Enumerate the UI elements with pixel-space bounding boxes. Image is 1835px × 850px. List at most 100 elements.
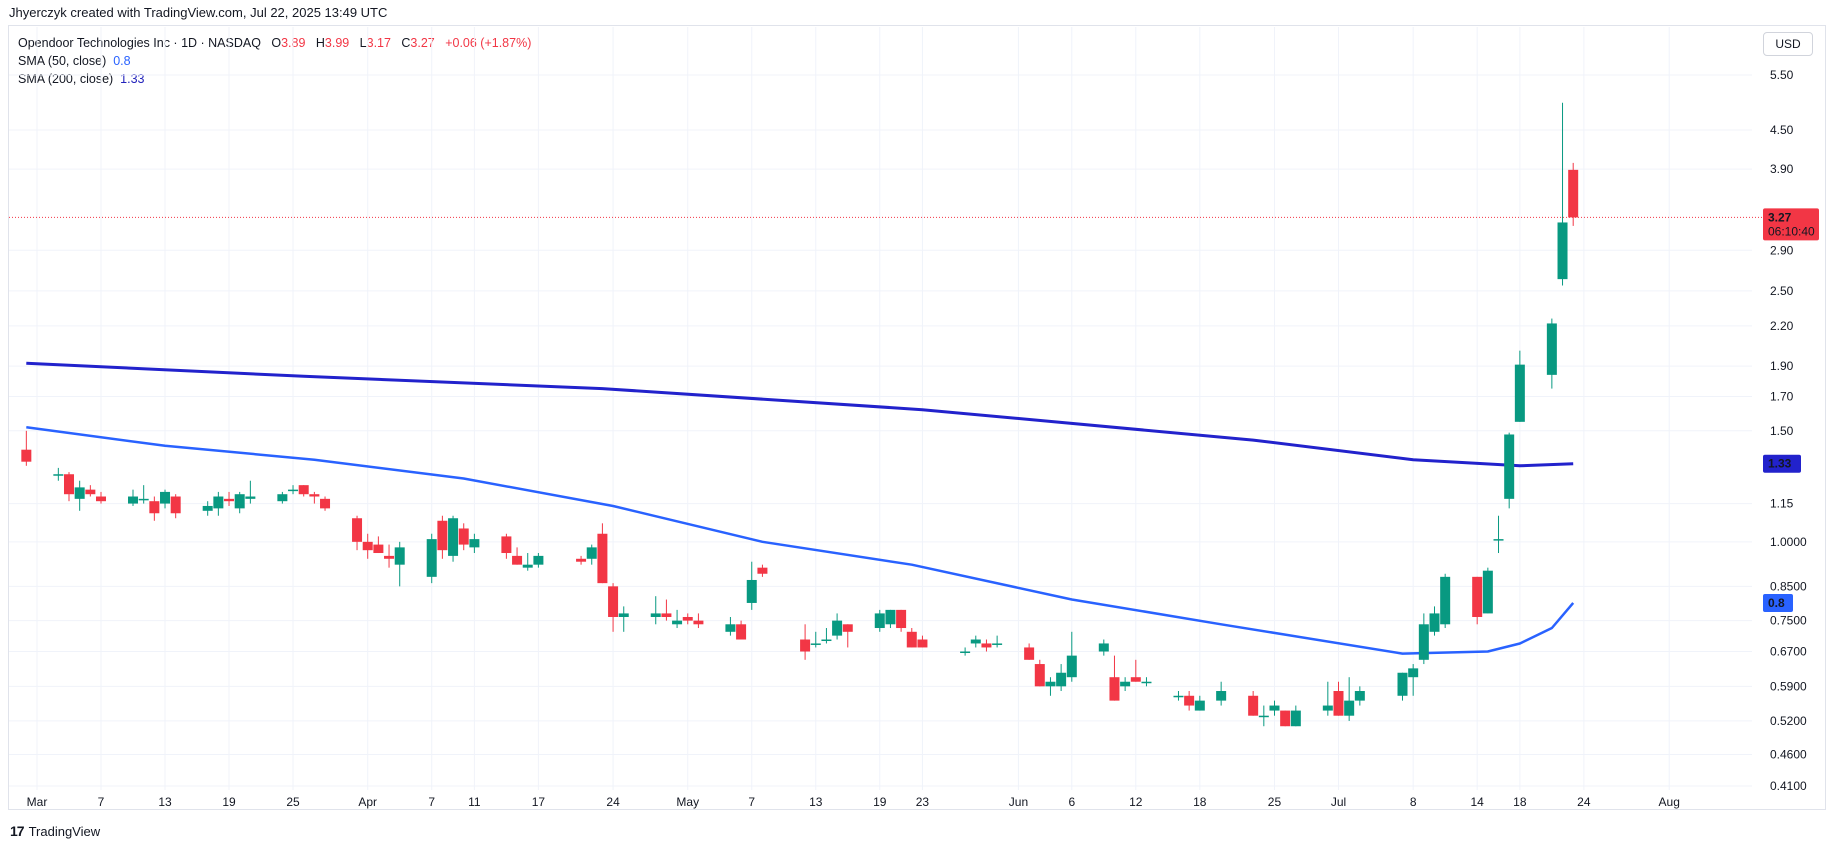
low-value: 3.17 <box>366 36 391 50</box>
x-tick-label: 12 <box>1129 795 1143 809</box>
candle-down <box>1248 695 1259 716</box>
sma200-line <box>26 361 1574 468</box>
x-tick-label: 19 <box>222 795 236 809</box>
candle-up <box>160 491 171 504</box>
candle-up <box>245 496 256 499</box>
candle-down <box>458 528 469 545</box>
candle-down <box>320 498 331 509</box>
chart-frame <box>8 25 1826 810</box>
candle-up <box>277 494 288 502</box>
candle-down <box>437 520 448 551</box>
candle-up <box>394 547 405 565</box>
currency-button[interactable]: USD <box>1763 32 1813 56</box>
candle-down <box>608 586 619 617</box>
x-tick-label: 24 <box>606 795 620 809</box>
candle-down <box>1568 169 1579 218</box>
x-tick-label: 13 <box>809 795 823 809</box>
sma200-badge-value: 1.33 <box>1768 457 1792 471</box>
y-tick-label: 0.4600 <box>1770 747 1807 761</box>
y-tick-label: 4.50 <box>1770 123 1794 137</box>
x-tick-label: 14 <box>1471 795 1485 809</box>
candle-up <box>1546 323 1557 375</box>
y-tick-label: 0.6700 <box>1770 645 1807 659</box>
candle-up <box>53 474 64 476</box>
x-tick-label: 17 <box>532 795 546 809</box>
x-tick-label: 7 <box>98 795 105 809</box>
tradingview-brand: TradingView <box>28 823 101 839</box>
tradingview-footer: 17 TradingView <box>10 823 100 839</box>
open-label: O <box>271 36 282 50</box>
candle-down <box>64 474 75 495</box>
candle-up <box>618 613 629 617</box>
candle-up <box>960 651 971 654</box>
candle-up <box>533 555 544 565</box>
candle-down <box>85 489 96 495</box>
candle-up <box>746 579 757 603</box>
x-tick-label: Aug <box>1659 795 1680 809</box>
candle-up <box>992 643 1003 645</box>
candle-up <box>1397 672 1408 696</box>
x-tick-label: 6 <box>1068 795 1075 809</box>
candle-down <box>1130 677 1141 682</box>
candle-down <box>757 567 768 574</box>
y-tick-label: 1.15 <box>1770 497 1794 511</box>
candle-down <box>1034 664 1045 687</box>
y-tick-label: 0.5200 <box>1770 714 1807 728</box>
close-value: 3.27 <box>410 36 435 50</box>
last-price-badge <box>1763 208 1819 241</box>
candle-down <box>362 541 373 551</box>
high-value: 3.99 <box>324 36 350 50</box>
sma50-value: 0.8 <box>113 54 131 68</box>
candle-up <box>1504 434 1515 499</box>
candle-up <box>885 609 896 625</box>
candle-down <box>906 631 917 648</box>
x-tick-label: 24 <box>1577 795 1591 809</box>
candle-up <box>1429 613 1440 632</box>
sma50-legend-row[interactable]: SMA (50, close) 0.8 <box>18 52 531 70</box>
x-tick-label: 18 <box>1513 795 1527 809</box>
candle-down <box>597 533 608 584</box>
x-tick-label: May <box>676 795 699 809</box>
candle-down <box>352 518 363 542</box>
candle-down <box>981 643 992 648</box>
y-tick-label: 0.8500 <box>1770 579 1807 593</box>
candle-down <box>1184 695 1195 706</box>
candle-up <box>1418 624 1429 660</box>
y-tick-label: 2.20 <box>1770 319 1794 333</box>
candle-down <box>896 609 907 629</box>
y-tick-label: 5.50 <box>1770 68 1794 82</box>
sma200-badge <box>1763 454 1801 473</box>
y-tick-label: 2.50 <box>1770 284 1794 298</box>
candle-down <box>682 616 693 621</box>
candle-up <box>138 498 149 501</box>
sma50-label: SMA (50, close) <box>18 54 107 68</box>
sma50-badge <box>1763 593 1793 612</box>
x-tick-label: 7 <box>428 795 435 809</box>
change-value: +0.06 (+1.87%) <box>445 36 532 50</box>
y-tick-label: 1.90 <box>1770 359 1794 373</box>
sma50-badge-value: 0.8 <box>1768 596 1785 610</box>
candle-up <box>1290 710 1301 727</box>
candle-up <box>821 639 832 642</box>
candle-up <box>1322 705 1333 711</box>
y-tick-label: 1.70 <box>1770 390 1794 404</box>
y-tick-label: 0.7500 <box>1770 614 1807 628</box>
y-tick-label: 0.5900 <box>1770 679 1807 693</box>
tradingview-logo-icon: 17 <box>10 823 25 839</box>
candle-up <box>725 624 736 632</box>
candle-up <box>970 639 981 644</box>
candle-down <box>512 555 523 565</box>
candle-up <box>1482 570 1493 614</box>
candle-down <box>1109 677 1120 701</box>
candle-down <box>736 624 747 640</box>
candle-down <box>693 620 704 625</box>
candle-up <box>1354 691 1365 701</box>
candle-down <box>800 639 811 652</box>
candle-up <box>448 518 459 556</box>
countdown-value: 06:10:40 <box>1768 224 1815 238</box>
candle-up <box>1066 655 1077 678</box>
candle-down <box>842 624 853 632</box>
candle-up <box>1216 691 1227 701</box>
candle-up <box>1141 681 1152 684</box>
